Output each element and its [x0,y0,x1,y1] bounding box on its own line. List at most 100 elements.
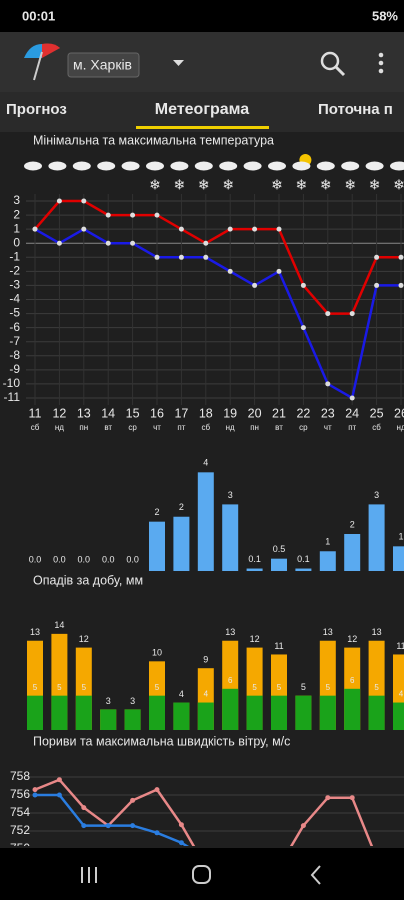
bar [149,521,165,571]
value-label: 4 [204,690,209,699]
point [276,226,282,232]
value-label: 2 [179,502,184,512]
x-tick-label: 25 [370,406,384,420]
point [130,797,136,803]
value-label: 3 [374,490,379,500]
point [374,282,380,288]
x-tick-label: 22 [296,406,310,420]
value-label: 11 [274,641,283,651]
dropdown[interactable] [173,60,184,66]
chart-title: Пориви та максимальна швидкість вітру, м… [33,734,290,748]
bar [197,472,214,571]
point [32,787,38,793]
value-label: 13 [323,627,333,637]
cloud-icon [146,161,164,171]
x-tick-label: 17 [174,406,188,420]
snow-icon: ❄ [174,177,186,193]
point [56,240,62,246]
nav-bar [0,848,404,900]
x-tick-label: 15 [126,406,140,420]
x-tick-label: 23 [321,406,335,420]
y-tick-label: -6 [9,320,20,334]
weekday-label: пн [250,423,259,432]
value-label: 0.5 [273,544,286,554]
value-label: 13 [225,627,235,637]
menu[interactable] [378,52,384,74]
x-tick-label: 11 [29,406,42,420]
value-label: 5 [57,683,62,692]
value-label: 0.0 [126,554,139,564]
line [34,199,401,315]
point [349,395,355,401]
point [276,268,282,274]
value-label: 4 [179,689,184,699]
value-label: 5 [155,683,160,692]
city-box[interactable] [67,52,140,78]
weekday-label: сб [202,423,211,432]
back[interactable] [310,865,321,885]
cloud-icon [170,161,189,171]
bar [393,546,404,571]
snow-icon: ❄ [198,177,210,193]
home[interactable] [192,865,211,884]
value-label: 11 [396,641,404,651]
cloud-icon [121,161,140,171]
tab-active[interactable]: Метеограма [155,101,249,118]
value-label: 13 [372,627,382,637]
y-tick-label: -4 [9,292,20,306]
bar [295,695,312,730]
line [34,227,401,400]
cloud-icon [97,161,116,171]
bar [393,654,404,730]
chart-title: Опадів за добу, мм [33,573,143,587]
bar [368,695,385,730]
weekday-label: вт [104,423,112,432]
y-tick-label: -5 [9,306,20,320]
value-label: 5 [33,683,38,692]
snow-icon: ❄ [296,177,308,193]
tab-indicator [136,126,269,129]
weekday-label: чт [153,423,161,432]
value-label: 9 [203,655,208,665]
y-tick-label: 756 [10,787,30,801]
tab[interactable]: Прогноз [6,101,67,118]
point [300,823,306,829]
point [154,254,160,260]
value-label: 0.1 [248,554,261,564]
point [105,823,111,829]
bar [319,551,336,571]
bar [222,504,239,571]
bar [319,695,336,730]
value-label: 0.0 [78,554,91,564]
weekday-label: чт [324,423,332,432]
chart-title: Мінімальна та максимальна температура [33,133,274,147]
y-tick-label: 1 [13,221,20,235]
x-tick-label: 14 [101,406,115,420]
recent-apps[interactable] [81,867,97,883]
point [252,226,258,232]
value-label: 10 [152,648,162,658]
value-label: 3 [228,490,233,500]
cloud-icon [365,161,384,171]
value-label: 0.0 [53,554,66,564]
tab[interactable]: Поточна п [318,101,393,118]
x-tick-label: 20 [248,406,262,420]
value-label: 0.1 [297,554,310,564]
cloud-icon [268,161,286,171]
weekday-label: нд [226,423,235,432]
search[interactable] [320,51,346,77]
value-label: 0.0 [102,554,115,564]
bar [100,709,117,730]
value-label: 6 [350,676,355,685]
value-label: 12 [250,634,260,644]
value-label: 1 [325,537,330,547]
weekday-label: пт [348,423,356,432]
city[interactable]: м. Харків [73,57,132,73]
point [154,212,160,218]
point [227,226,233,232]
point [81,823,87,829]
bar [344,534,361,571]
point [81,198,87,204]
